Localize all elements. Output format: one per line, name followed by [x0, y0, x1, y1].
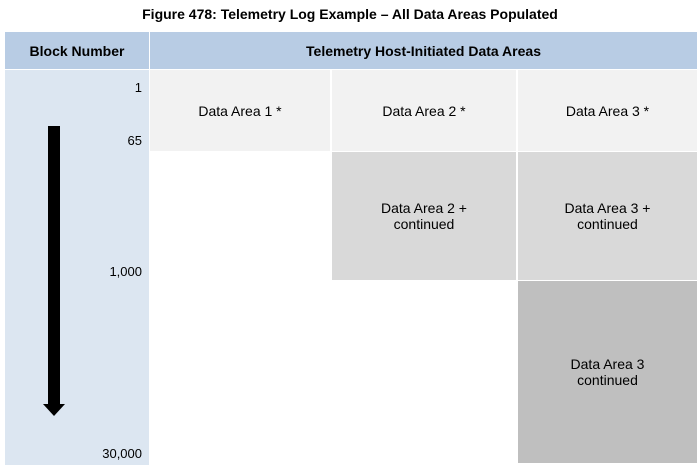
data-area-2-continued-cell: Data Area 2 + continued: [332, 152, 516, 280]
block-number-header: Block Number: [5, 32, 149, 69]
data-area-3-label: Data Area 3 *: [565, 102, 650, 119]
block-tick-30000: 30,000: [102, 446, 142, 461]
data-area-2-label: Data Area 2 *: [382, 102, 466, 119]
data-area-2-continued-label: Data Area 2 + continued: [380, 200, 467, 232]
data-area-3-cell: Data Area 3 *: [518, 70, 697, 151]
down-arrow-head-icon: [43, 404, 65, 416]
block-number-column: 1 65 1,000 30,000: [5, 70, 149, 465]
down-arrow-icon: [48, 126, 60, 406]
block-tick-1000: 1,000: [109, 264, 142, 279]
data-area-3-continued-cell: Data Area 3 + continued: [518, 152, 697, 280]
data-area-1-cell: Data Area 1 *: [150, 70, 330, 151]
figure-caption: Figure 478: Telemetry Log Example – All …: [142, 6, 558, 22]
data-area-1-label: Data Area 1 *: [198, 102, 282, 119]
data-area-2-cell: Data Area 2 *: [332, 70, 516, 151]
data-area-3-final-label: Data Area 3 continued: [570, 356, 645, 388]
block-tick-1: 1: [134, 80, 142, 95]
data-area-3-continued-label: Data Area 3 + continued: [564, 200, 651, 232]
data-areas-header: Telemetry Host-Initiated Data Areas: [150, 32, 697, 69]
data-area-3-final-cell: Data Area 3 continued: [518, 281, 697, 463]
block-tick-65: 65: [127, 133, 142, 148]
